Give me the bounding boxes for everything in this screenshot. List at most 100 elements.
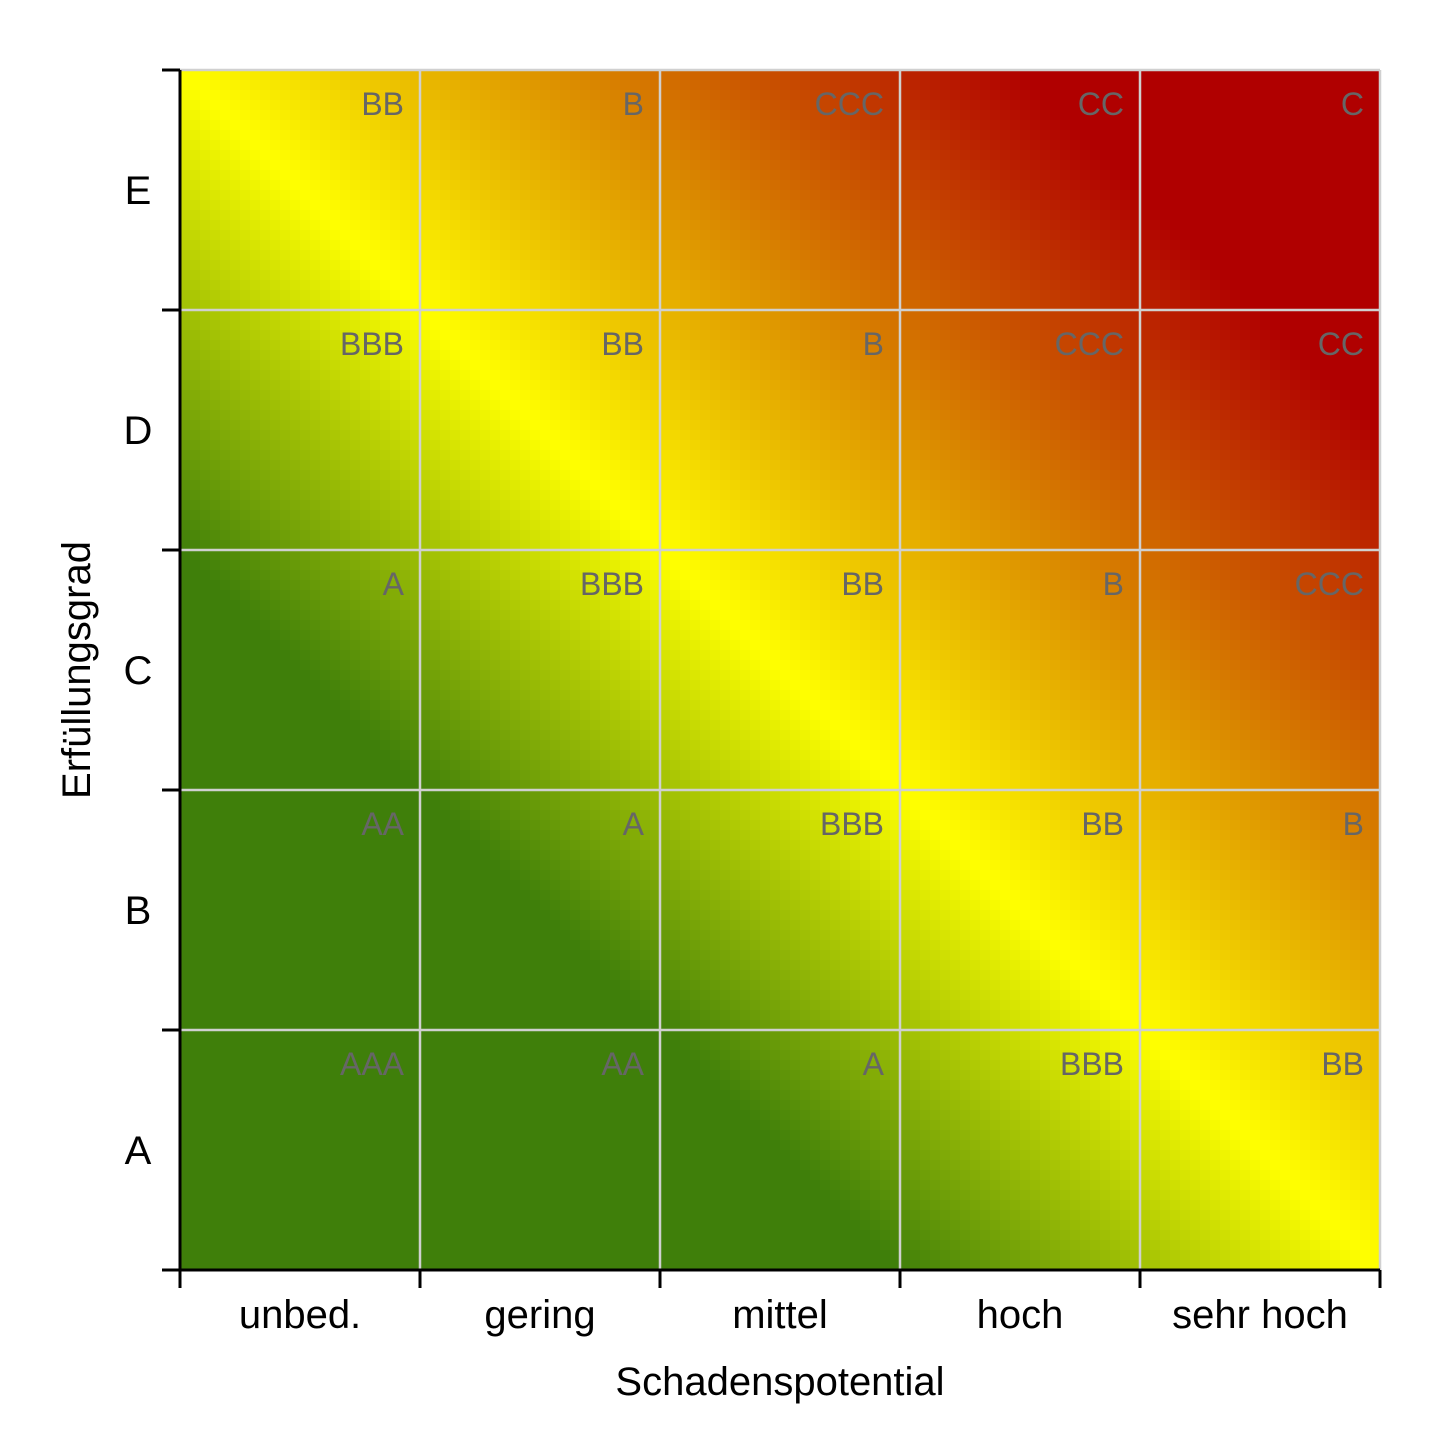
heat-pixel — [300, 600, 311, 611]
heat-pixel — [430, 660, 441, 671]
heat-pixel — [320, 490, 331, 501]
heat-pixel — [200, 1180, 211, 1191]
heat-pixel — [340, 170, 351, 181]
heat-pixel — [480, 210, 491, 221]
heat-pixel — [420, 440, 431, 451]
heat-pixel — [280, 1140, 291, 1151]
heat-pixel — [540, 70, 551, 81]
heat-pixel — [270, 660, 281, 671]
heat-pixel — [440, 440, 451, 451]
heat-pixel — [480, 970, 491, 981]
heat-pixel — [230, 730, 241, 741]
heat-pixel — [390, 500, 401, 511]
heat-pixel — [340, 960, 351, 971]
heat-pixel — [410, 250, 421, 261]
heat-pixel — [180, 690, 191, 701]
heat-pixel — [430, 380, 441, 391]
heat-pixel — [270, 590, 281, 601]
heat-pixel — [460, 580, 471, 591]
heat-pixel — [520, 280, 531, 291]
heat-pixel — [520, 230, 531, 241]
heat-pixel — [390, 1090, 401, 1101]
heat-pixel — [340, 760, 351, 771]
heat-pixel — [340, 950, 351, 961]
heat-pixel — [210, 660, 221, 671]
heat-pixel — [330, 490, 341, 501]
heat-pixel — [230, 620, 241, 631]
heat-pixel — [480, 1180, 491, 1191]
heat-pixel — [340, 1250, 351, 1261]
heat-pixel — [340, 990, 351, 1001]
heat-pixel — [390, 690, 401, 701]
heat-pixel — [340, 580, 351, 591]
heat-pixel — [200, 1230, 211, 1241]
heat-pixel — [500, 330, 511, 341]
heat-pixel — [500, 430, 511, 441]
heat-pixel — [380, 540, 391, 551]
heat-pixel — [530, 580, 541, 591]
heat-pixel — [350, 800, 361, 811]
heat-pixel — [550, 610, 561, 621]
heat-pixel — [580, 210, 591, 221]
heat-pixel — [250, 930, 261, 941]
heat-pixel — [320, 170, 331, 181]
heat-pixel — [520, 140, 531, 151]
heat-pixel — [230, 900, 241, 911]
heat-pixel — [240, 610, 251, 621]
heat-pixel — [310, 920, 321, 931]
heat-pixel — [380, 1010, 391, 1021]
heat-pixel — [180, 350, 191, 361]
heat-pixel — [390, 1230, 401, 1241]
heat-pixel — [340, 1110, 351, 1121]
heat-pixel — [560, 1180, 571, 1191]
heat-pixel — [460, 240, 471, 251]
heat-pixel — [520, 530, 531, 541]
heat-pixel — [440, 140, 451, 151]
heat-pixel — [440, 390, 451, 401]
heat-pixel — [490, 500, 501, 511]
heat-pixel — [200, 480, 211, 491]
heat-pixel — [180, 620, 191, 631]
heat-pixel — [260, 470, 271, 481]
heat-pixel — [240, 550, 251, 561]
heat-pixel — [450, 880, 461, 891]
heat-pixel — [290, 1090, 301, 1101]
heat-pixel — [480, 330, 491, 341]
heat-pixel — [390, 870, 401, 881]
heat-pixel — [430, 600, 441, 611]
heat-pixel — [190, 910, 201, 921]
heat-pixel — [490, 970, 501, 981]
heat-pixel — [440, 750, 451, 761]
heat-pixel — [270, 700, 281, 711]
heat-pixel — [530, 330, 541, 341]
heat-pixel — [430, 350, 441, 361]
heat-pixel — [280, 590, 291, 601]
heat-pixel — [220, 930, 231, 941]
heat-pixel — [510, 150, 521, 161]
heat-pixel — [330, 400, 341, 411]
heat-pixel — [390, 680, 401, 691]
heat-pixel — [560, 920, 571, 931]
heat-pixel — [370, 380, 381, 391]
heat-pixel — [550, 1130, 561, 1141]
heat-pixel — [470, 990, 481, 1001]
heat-pixel — [250, 1100, 261, 1111]
heat-pixel — [380, 870, 391, 881]
heat-pixel — [250, 370, 261, 381]
heat-pixel — [190, 210, 201, 221]
heat-pixel — [490, 340, 501, 351]
heat-pixel — [510, 1040, 521, 1051]
heat-pixel — [350, 510, 361, 521]
heat-pixel — [350, 600, 361, 611]
heat-pixel — [460, 220, 471, 231]
heat-pixel — [260, 1220, 271, 1231]
heat-pixel — [320, 1220, 331, 1231]
heat-pixel — [580, 90, 591, 101]
heat-pixel — [380, 450, 391, 461]
heat-pixel — [570, 1010, 581, 1021]
heat-pixel — [300, 370, 311, 381]
heat-pixel — [230, 580, 241, 591]
heat-pixel — [500, 880, 511, 891]
heat-pixel — [550, 720, 561, 731]
heat-pixel — [410, 720, 421, 731]
